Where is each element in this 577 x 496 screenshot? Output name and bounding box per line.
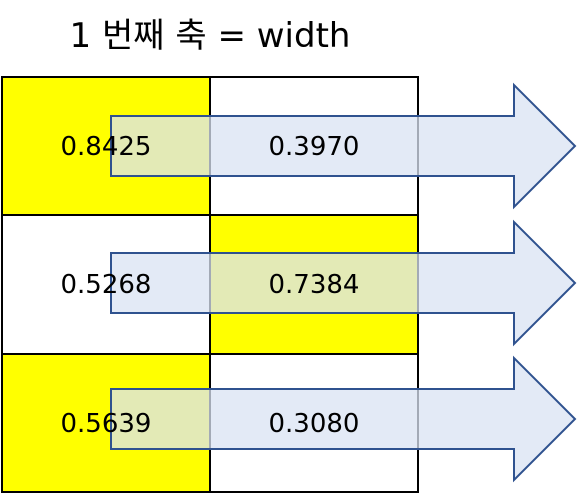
- cell-value-r2-c1: 0.3080: [269, 409, 360, 439]
- cell-value-r2-c0: 0.5639: [61, 409, 152, 439]
- cell-value-r1-c0: 0.5268: [61, 270, 152, 300]
- cell-value-r0-c1: 0.3970: [269, 132, 360, 162]
- cell-value-r0-c0: 0.8425: [61, 132, 152, 162]
- cell-value-r1-c1: 0.7384: [269, 270, 360, 300]
